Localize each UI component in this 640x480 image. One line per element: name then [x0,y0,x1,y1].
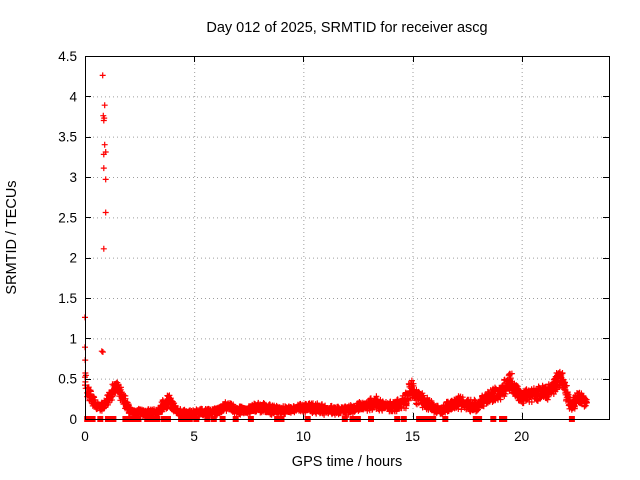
y-tick-label: 3.5 [58,130,77,145]
y-tick-label: 0 [69,412,77,427]
y-tick-label: 3 [69,170,77,185]
x-tick-label: 0 [81,429,89,444]
tick-marks [85,56,609,420]
x-tick-label: 5 [190,429,198,444]
x-tick-label: 10 [296,429,311,444]
x-axis-title: GPS time / hours [291,454,403,470]
grid-lines [85,56,609,419]
y-tick-label: 1.5 [58,291,77,306]
plot-border [85,56,610,420]
data-points-series [82,72,590,420]
x-tick-label: 15 [405,429,420,444]
x-tick-label: 20 [514,429,529,444]
chart-title: Day 012 of 2025, SRMTID for receiver asc… [206,20,488,36]
tick-labels: 0 5 10 15 20 0 0.5 1 1.5 2 2.5 3 3.5 4 4.5 [58,49,529,444]
y-tick-label: 2 [69,251,77,266]
y-tick-label: 1 [69,331,77,346]
y-tick-label: 4.5 [58,49,77,64]
y-tick-label: 4 [69,89,77,104]
y-tick-label: 2.5 [58,210,77,225]
y-axis-title: SRMTID / TECUs [4,180,20,295]
y-tick-label: 0.5 [58,372,77,387]
